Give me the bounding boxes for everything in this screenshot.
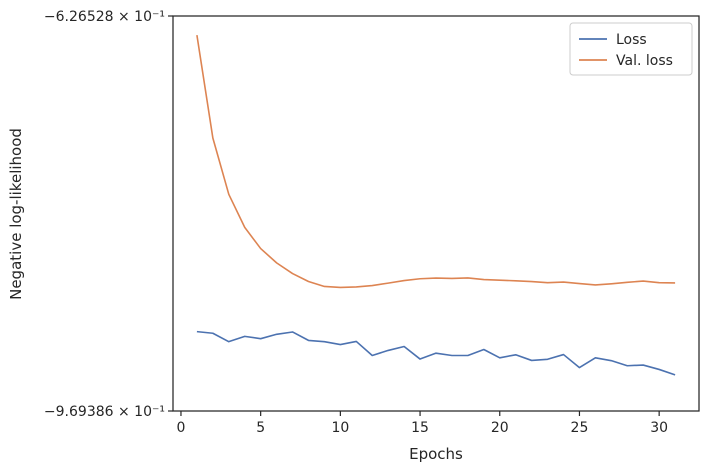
plot-frame bbox=[172, 15, 700, 412]
x-tick-label: 10 bbox=[331, 420, 349, 436]
legend-label: Val. loss bbox=[616, 53, 673, 69]
y-ticks: −6.26528 × 10⁻¹ −9.69386 × 10⁻¹ bbox=[44, 9, 173, 420]
x-axis-title: Epochs bbox=[409, 445, 463, 463]
x-ticks: 0 5 10 15 20 25 30 bbox=[177, 411, 668, 436]
y-axis-title: Negative log-likelihood bbox=[7, 128, 25, 300]
x-tick-label: 15 bbox=[411, 420, 429, 436]
series-line-loss bbox=[196, 330, 676, 376]
y-tick-label: −9.69386 × 10⁻¹ bbox=[44, 404, 165, 420]
x-tick-label: 20 bbox=[491, 420, 509, 436]
x-tick-label: 25 bbox=[571, 420, 589, 436]
x-tick-label: 30 bbox=[650, 420, 668, 436]
y-tick-label: −6.26528 × 10⁻¹ bbox=[44, 9, 165, 25]
legend-box bbox=[569, 22, 693, 76]
legend-label: Loss bbox=[616, 32, 647, 48]
series-line-val-loss bbox=[196, 34, 676, 289]
x-tick-label: 5 bbox=[256, 420, 265, 436]
legend: Loss Val. loss bbox=[569, 22, 693, 76]
x-tick-label: 0 bbox=[177, 420, 186, 436]
series-layer bbox=[196, 34, 676, 376]
